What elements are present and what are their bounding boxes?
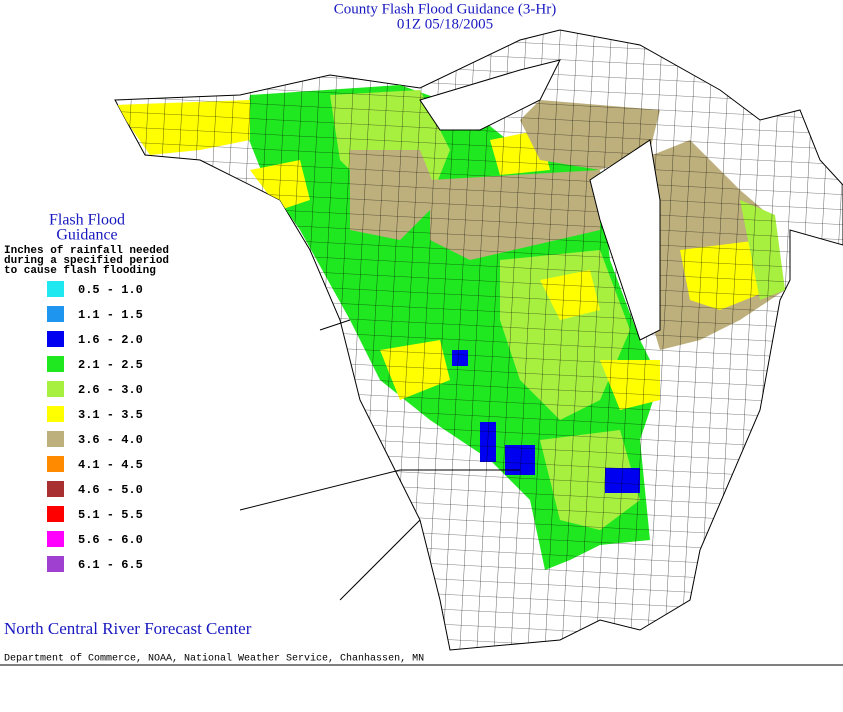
legend-swatch (47, 356, 64, 372)
legend-swatch (47, 306, 64, 322)
lake-michigan (589, 139, 661, 341)
legend-label: 1.1 - 1.5 (78, 308, 143, 322)
legend: Flash Flood Guidance Inches of rainfall … (4, 212, 169, 573)
legend-swatch (47, 281, 64, 297)
legend-label: 3.1 - 3.5 (78, 408, 143, 422)
legend-description: Inches of rainfall needed (4, 245, 169, 257)
legend-swatch (47, 406, 64, 422)
legend-label: 4.6 - 5.0 (78, 483, 143, 497)
legend-swatch (47, 431, 64, 447)
legend-swatch (47, 331, 64, 347)
legend-label: 2.1 - 2.5 (78, 358, 143, 372)
legend-label: 3.6 - 4.0 (78, 433, 143, 447)
footer-center: North Central River Forecast Center (4, 619, 252, 638)
subtitle: 01Z 05/18/2005 (397, 16, 493, 32)
legend-label: 5.1 - 5.5 (78, 508, 143, 522)
legend-label: 6.1 - 6.5 (78, 558, 143, 572)
legend-label: 1.6 - 2.0 (78, 333, 143, 347)
footer-credit: Department of Commerce, NOAA, National W… (4, 653, 424, 665)
border (339, 519, 421, 601)
border (239, 469, 520, 511)
legend-swatch (47, 481, 64, 497)
legend-title: Guidance (56, 227, 117, 244)
legend-title: Flash Flood (49, 212, 125, 229)
legend-label: 5.6 - 6.0 (78, 533, 143, 547)
legend-label: 4.1 - 4.5 (78, 458, 143, 472)
legend-swatch (47, 556, 64, 572)
lake-superior (419, 59, 561, 131)
legend-swatch (47, 381, 64, 397)
legend-swatch (47, 506, 64, 522)
legend-label: 2.6 - 3.0 (78, 383, 143, 397)
legend-label: 0.5 - 1.0 (78, 283, 143, 297)
legend-swatch (47, 531, 64, 547)
legend-description: to cause flash flooding (4, 265, 156, 277)
title: County Flash Flood Guidance (3-Hr) (334, 1, 556, 17)
border (319, 319, 351, 331)
legend-description: during a specified period (4, 255, 169, 267)
legend-swatch (47, 456, 64, 472)
